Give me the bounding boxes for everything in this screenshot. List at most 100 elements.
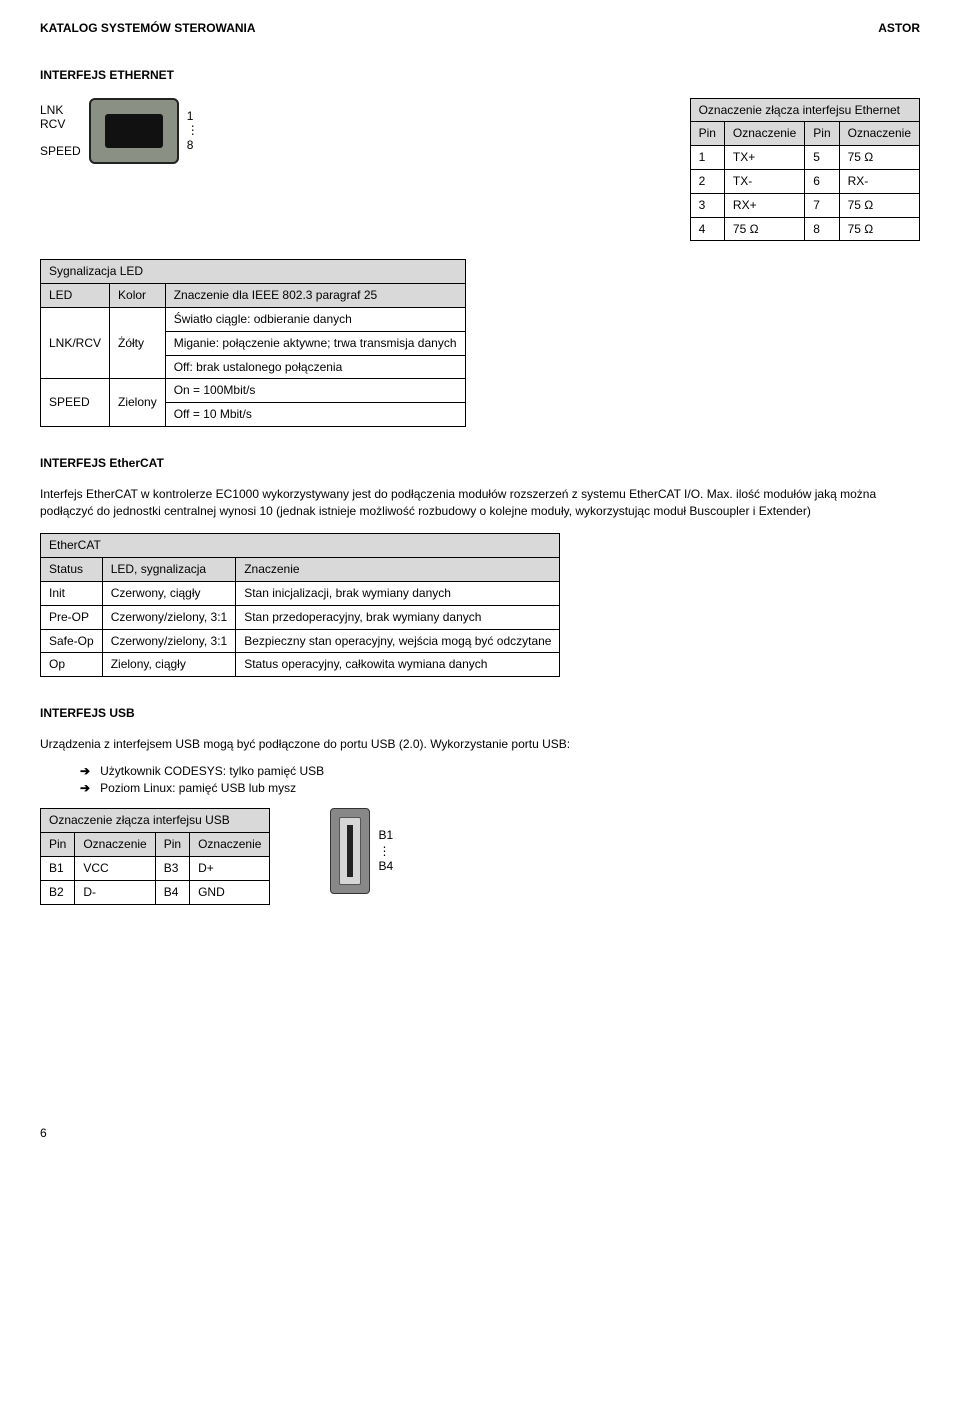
table-cell: 7	[805, 193, 839, 217]
table-cell: Światło ciągle: odbieranie danych	[165, 307, 465, 331]
table-cell: D+	[190, 856, 270, 880]
ethercat-table: EtherCAT Status LED, sygnalizacja Znacze…	[40, 533, 560, 677]
usb-title: INTERFEJS USB	[40, 705, 920, 722]
table-cell: Pre-OP	[41, 605, 103, 629]
table-cell: Stan przedoperacyjny, brak wymiany danyc…	[236, 605, 560, 629]
usb-col3: Oznaczenie	[190, 833, 270, 857]
table-cell: Czerwony/zielony, 3:1	[102, 629, 236, 653]
table-row: SPEEDZielonyOn = 100Mbit/s	[41, 379, 466, 403]
usb-pin-labels: B1 ⋮ B4	[378, 828, 393, 875]
usb-connector-diagram: B1 ⋮ B4	[330, 808, 393, 894]
table-row: 1TX+575 Ω	[690, 146, 919, 170]
table-cell: GND	[190, 880, 270, 904]
usb-col0: Pin	[41, 833, 75, 857]
sig-col2: Znaczenie dla IEEE 802.3 paragraf 25	[165, 284, 465, 308]
table-cell: Off: brak ustalonego połączenia	[165, 355, 465, 379]
table-row: B2D-B4GND	[41, 880, 270, 904]
usb-col1: Oznaczenie	[75, 833, 155, 857]
table-cell: RX-	[839, 169, 919, 193]
table-cell: 75 Ω	[839, 217, 919, 241]
usb-row: Oznaczenie złącza interfejsu USB Pin Ozn…	[40, 808, 920, 904]
ec-col1: LED, sygnalizacja	[102, 558, 236, 582]
label-rcv: RCV	[40, 117, 81, 131]
table-cell: On = 100Mbit/s	[165, 379, 465, 403]
ethernet-title: INTERFEJS ETHERNET	[40, 67, 920, 84]
table-cell: Czerwony, ciągły	[102, 581, 236, 605]
eth-pin-col0: Pin	[690, 122, 724, 146]
table-cell: Zielony, ciągły	[102, 653, 236, 677]
table-cell: LNK/RCV	[41, 307, 110, 378]
table-cell: Bezpieczny stan operacyjny, wejścia mogą…	[236, 629, 560, 653]
ethernet-row: LNK RCV SPEED 1 ⋮ 8 Oznaczenie złącza in…	[40, 98, 920, 242]
ethernet-right-labels: 1 ⋮ 8	[187, 109, 199, 152]
table-cell: Zielony	[110, 379, 166, 427]
table-cell: 3	[690, 193, 724, 217]
table-cell: Init	[41, 581, 103, 605]
table-cell: B1	[41, 856, 75, 880]
table-cell: 75 Ω	[839, 193, 919, 217]
table-cell: TX+	[724, 146, 804, 170]
ethercat-title: INTERFEJS EtherCAT	[40, 455, 920, 472]
table-cell: 75 Ω	[839, 146, 919, 170]
usb-pinout-table: Oznaczenie złącza interfejsu USB Pin Ozn…	[40, 808, 270, 904]
usb-bullet-1: Poziom Linux: pamięć USB lub mysz	[80, 780, 920, 797]
table-cell: Safe-Op	[41, 629, 103, 653]
page-number: 6	[40, 1125, 920, 1142]
sig-col1: Kolor	[110, 284, 166, 308]
table-row: InitCzerwony, ciągłyStan inicjalizacji, …	[41, 581, 560, 605]
table-cell: TX-	[724, 169, 804, 193]
table-cell: B3	[155, 856, 189, 880]
table-row: B1VCCB3D+	[41, 856, 270, 880]
table-cell: Żółty	[110, 307, 166, 378]
page-header: KATALOG SYSTEMÓW STEROWANIA ASTOR	[40, 20, 920, 37]
table-cell: Czerwony/zielony, 3:1	[102, 605, 236, 629]
sig-col0: LED	[41, 284, 110, 308]
usb-bullet-0: Użytkownik CODESYS: tylko pamięć USB	[80, 763, 920, 780]
pin-1-label: 1	[187, 109, 199, 123]
ec-col2: Znaczenie	[236, 558, 560, 582]
table-cell: 5	[805, 146, 839, 170]
table-row: LNK/RCVŻółtyŚwiatło ciągle: odbieranie d…	[41, 307, 466, 331]
label-speed: SPEED	[40, 144, 81, 158]
table-cell: 4	[690, 217, 724, 241]
header-left: KATALOG SYSTEMÓW STEROWANIA	[40, 20, 256, 37]
table-cell: RX+	[724, 193, 804, 217]
table-cell: 1	[690, 146, 724, 170]
label-lnk: LNK	[40, 103, 81, 117]
table-row: Pre-OPCzerwony/zielony, 3:1Stan przedope…	[41, 605, 560, 629]
ec-col0: Status	[41, 558, 103, 582]
table-cell: B4	[155, 880, 189, 904]
table-row: OpZielony, ciągłyStatus operacyjny, całk…	[41, 653, 560, 677]
usb-para: Urządzenia z interfejsem USB mogą być po…	[40, 736, 920, 753]
table-cell: 2	[690, 169, 724, 193]
pin-dots: ⋮	[187, 123, 199, 137]
eth-pin-caption: Oznaczenie złącza interfejsu Ethernet	[690, 98, 919, 122]
usb-jack-icon	[330, 808, 370, 894]
ethernet-jack-icon	[89, 98, 179, 164]
usb-pin-mid: ⋮	[378, 844, 393, 860]
usb-bullets: Użytkownik CODESYS: tylko pamięć USB Poz…	[80, 763, 920, 797]
table-cell: Op	[41, 653, 103, 677]
header-right: ASTOR	[878, 20, 920, 37]
table-row: 475 Ω875 Ω	[690, 217, 919, 241]
ethernet-connector-diagram: LNK RCV SPEED 1 ⋮ 8	[40, 98, 199, 164]
sig-caption: Sygnalizacja LED	[41, 260, 466, 284]
ethercat-para: Interfejs EtherCAT w kontrolerze EC1000 …	[40, 486, 920, 520]
table-cell: B2	[41, 880, 75, 904]
eth-pin-col1: Oznaczenie	[724, 122, 804, 146]
ethernet-left-labels: LNK RCV SPEED	[40, 103, 81, 158]
eth-pin-col3: Oznaczenie	[839, 122, 919, 146]
usb-pin-caption: Oznaczenie złącza interfejsu USB	[41, 809, 270, 833]
table-cell: 6	[805, 169, 839, 193]
usb-col2: Pin	[155, 833, 189, 857]
table-cell: SPEED	[41, 379, 110, 427]
table-cell: VCC	[75, 856, 155, 880]
table-row: 3RX+775 Ω	[690, 193, 919, 217]
table-cell: Miganie: połączenie aktywne; trwa transm…	[165, 331, 465, 355]
ec-caption: EtherCAT	[41, 534, 560, 558]
pin-8-label: 8	[187, 138, 199, 152]
table-cell: Status operacyjny, całkowita wymiana dan…	[236, 653, 560, 677]
table-cell: 8	[805, 217, 839, 241]
usb-pin-bottom: B4	[378, 859, 393, 875]
eth-pin-col2: Pin	[805, 122, 839, 146]
